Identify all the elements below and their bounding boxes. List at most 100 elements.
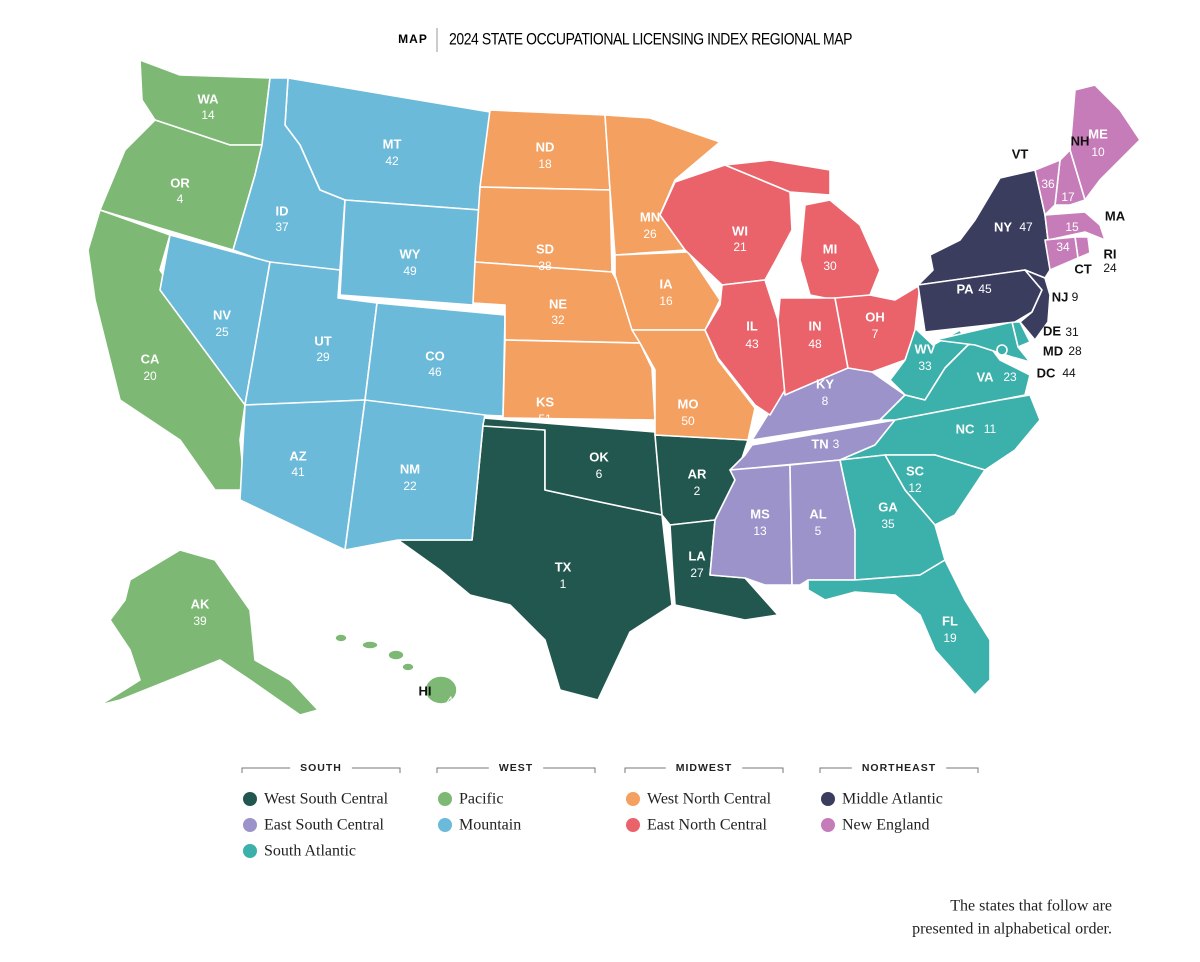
state-abbr: CT	[1074, 261, 1091, 276]
state-abbr: LA	[688, 548, 706, 563]
state-abbr: PA	[956, 281, 974, 296]
state-abbr: NY	[994, 219, 1012, 234]
legend-label: South Atlantic	[264, 843, 356, 860]
state-rank: 3	[833, 437, 840, 451]
state	[1019, 269, 1051, 341]
state-rank: 26	[643, 227, 657, 241]
state	[334, 633, 458, 705]
state-abbr: MD	[1043, 343, 1063, 358]
footnote-line: The states that follow are	[950, 898, 1112, 915]
state-rank: 47	[1019, 220, 1033, 234]
state-abbr: UT	[314, 333, 331, 348]
state-rank: 4	[177, 192, 184, 206]
legend-label: East South Central	[264, 817, 385, 834]
state-rank: 7	[872, 327, 879, 341]
state-abbr: MS	[750, 506, 770, 521]
state-rank: 35	[881, 517, 895, 531]
legend-bracket	[241, 767, 401, 773]
state-rank: 51	[538, 412, 552, 426]
state-rank: 18	[538, 157, 552, 171]
state-rank: 30	[823, 259, 837, 273]
state-rank: 42	[385, 154, 399, 168]
state-rank: 33	[918, 359, 932, 373]
legend-swatch	[821, 792, 835, 806]
state-abbr: IL	[746, 318, 758, 333]
state-abbr: RI	[1104, 246, 1117, 261]
legend: SOUTH West South Central East South Centra…	[241, 762, 979, 860]
state-rank: 10	[1091, 145, 1105, 159]
legend-label: Middle Atlantic	[842, 791, 943, 808]
legend-swatch	[243, 792, 257, 806]
state-abbr: WY	[400, 246, 421, 261]
state-abbr: NJ	[1052, 289, 1069, 304]
state-rank: 14	[201, 108, 215, 122]
state-rank: 9	[1072, 290, 1079, 304]
legend-label: East North Central	[647, 817, 768, 834]
state-abbr: CO	[425, 348, 445, 363]
legend-swatch	[438, 792, 452, 806]
state-abbr: IN	[809, 318, 822, 333]
legend-swatch	[626, 818, 640, 832]
state-abbr: IA	[660, 276, 674, 291]
state-abbr: OH	[865, 309, 885, 324]
legend-label: Mountain	[459, 817, 521, 834]
state-abbr: HI	[419, 683, 432, 698]
state-rank: 24	[1103, 261, 1117, 275]
state-abbr: MI	[823, 241, 837, 256]
legend-bracket	[436, 767, 596, 773]
state-rank: 39	[193, 614, 207, 628]
state-rank: 29	[316, 350, 330, 364]
state-rank: 28	[1068, 344, 1082, 358]
state-rank: 6	[596, 467, 603, 481]
state-rank: 43	[745, 337, 759, 351]
state-abbr: ID	[276, 203, 289, 218]
state-abbr: TN	[811, 436, 828, 451]
state-abbr: MA	[1105, 208, 1126, 223]
state-abbr: VT	[1012, 146, 1029, 161]
state-abbr: SD	[536, 241, 554, 256]
state-abbr: KS	[536, 394, 554, 409]
state-rank: 34	[1056, 240, 1070, 254]
state-abbr: FL	[942, 613, 958, 628]
state	[344, 399, 486, 551]
state-rank: 49	[403, 264, 417, 278]
state-rank: 1	[560, 577, 567, 591]
state-abbr: AR	[688, 466, 707, 481]
state-rank: 21	[733, 240, 747, 254]
header-tag: MAP	[398, 32, 428, 46]
state	[339, 199, 481, 306]
state-rank: 12	[908, 481, 922, 495]
legend-bracket	[819, 767, 979, 773]
state-abbr: MT	[383, 136, 402, 151]
state-abbr: SC	[906, 463, 925, 478]
state-rank: 45	[978, 282, 992, 296]
legend-label: Pacific	[459, 791, 503, 808]
state-rank: 37	[275, 220, 289, 234]
state-abbr: MO	[678, 396, 699, 411]
state-abbr: NE	[549, 296, 567, 311]
legend-swatch	[243, 844, 257, 858]
state-rank: 20	[143, 369, 157, 383]
state-rank: 2	[694, 484, 701, 498]
state-rank: 41	[291, 465, 305, 479]
state-abbr: AL	[809, 506, 826, 521]
legend-swatch	[438, 818, 452, 832]
state-rank: 48	[808, 337, 822, 351]
state-rank: 40	[446, 694, 460, 708]
state	[834, 284, 921, 373]
state-abbr: OR	[170, 175, 190, 190]
legend-label: West South Central	[264, 791, 389, 808]
state-rank: 17	[1061, 190, 1075, 204]
state	[99, 549, 319, 716]
state-rank: 25	[215, 325, 229, 339]
state-abbr: NM	[400, 461, 420, 476]
legend-label: New England	[842, 817, 930, 834]
legend-label: West North Central	[647, 791, 772, 808]
state-abbr: GA	[878, 499, 898, 514]
state-rank: 32	[551, 313, 565, 327]
state-abbr: TX	[555, 559, 572, 574]
state	[704, 279, 786, 416]
state-rank: 44	[1062, 366, 1076, 380]
state-rank: 46	[428, 365, 442, 379]
state-abbr: ME	[1088, 126, 1108, 141]
